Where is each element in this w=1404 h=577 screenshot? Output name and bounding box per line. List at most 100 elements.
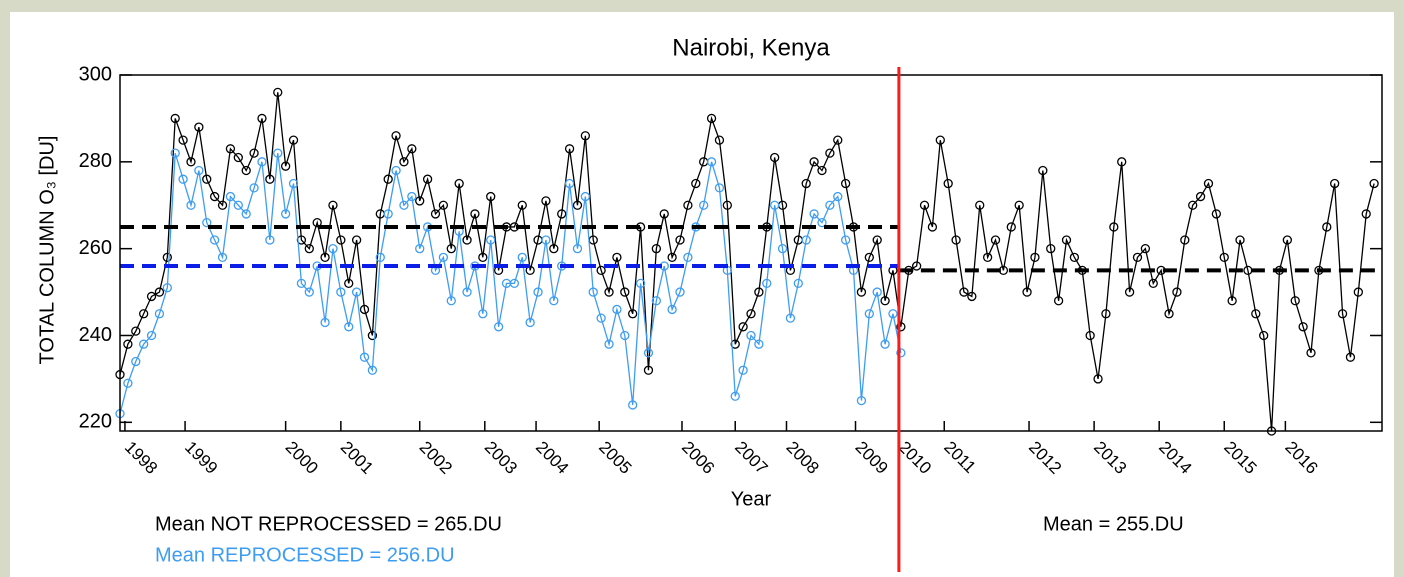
data-point — [131, 356, 141, 367]
data-point — [785, 313, 796, 323]
data-point — [415, 244, 425, 254]
data-point — [549, 296, 559, 306]
data-point — [241, 209, 251, 219]
y-axis-label: TOTAL COLUMN O₃ [DU] — [36, 136, 58, 365]
data-point — [683, 200, 693, 210]
data-point — [470, 209, 480, 219]
data-point — [1219, 252, 1229, 262]
data-point — [580, 131, 591, 141]
data-point — [588, 287, 598, 297]
data-point — [486, 191, 496, 202]
data-point — [793, 278, 803, 289]
data-point — [233, 200, 243, 210]
data-point — [754, 339, 764, 349]
data-point — [422, 174, 433, 184]
data-point — [438, 252, 449, 262]
data-point — [462, 235, 472, 245]
data-point — [1148, 278, 1158, 289]
data-point — [730, 339, 740, 349]
data-point — [241, 165, 251, 176]
data-point — [722, 200, 732, 210]
data-point — [620, 330, 630, 341]
data-point — [1046, 244, 1056, 254]
data-point — [635, 278, 646, 289]
data-point — [446, 244, 456, 254]
data-point — [336, 235, 346, 245]
data-point — [817, 217, 827, 228]
data-point — [825, 200, 835, 210]
data-point — [841, 235, 851, 245]
data-point — [178, 174, 188, 184]
data-point — [1180, 235, 1190, 245]
data-point — [1330, 178, 1340, 189]
data-point — [667, 252, 677, 262]
data-point — [770, 152, 780, 163]
data-point — [714, 183, 725, 193]
data-point — [1085, 330, 1095, 341]
data-point — [746, 330, 756, 341]
data-point — [888, 309, 898, 319]
data-point — [146, 330, 157, 341]
plot-frame — [119, 74, 1383, 432]
data-point — [139, 309, 149, 319]
y-tick-label: 260 — [79, 237, 112, 259]
data-point — [320, 252, 330, 262]
data-point — [154, 309, 165, 319]
data-point — [714, 135, 725, 145]
data-point — [162, 283, 172, 293]
data-point — [493, 322, 504, 332]
data-point — [951, 235, 961, 245]
data-point — [975, 200, 985, 210]
data-point — [628, 400, 638, 410]
data-point — [265, 174, 275, 184]
data-point — [383, 174, 393, 184]
data-point — [438, 200, 449, 210]
data-point — [738, 322, 748, 332]
data-point — [1172, 287, 1182, 297]
data-point — [762, 278, 772, 289]
data-point — [280, 161, 291, 171]
data-point — [864, 309, 874, 319]
data-point — [131, 326, 141, 336]
data-point — [359, 352, 370, 362]
data-point — [320, 317, 330, 328]
data-point — [927, 222, 938, 232]
data-point — [225, 191, 236, 202]
data-point — [454, 178, 464, 189]
data-point — [478, 309, 488, 319]
data-point — [399, 200, 409, 210]
data-point — [265, 235, 275, 245]
data-point — [1022, 287, 1032, 297]
data-point — [328, 244, 338, 254]
data-point — [691, 178, 701, 189]
data-point — [911, 261, 922, 271]
x-axis-label: Year — [731, 488, 772, 510]
annotation: Mean NOT REPROCESSED = 265.DU — [155, 513, 502, 535]
y-tick-label: 220 — [79, 411, 112, 433]
data-point — [572, 200, 583, 210]
data-point — [217, 200, 228, 210]
data-point — [186, 200, 196, 210]
data-point — [643, 365, 654, 375]
data-point — [359, 304, 370, 315]
data-point — [446, 296, 456, 306]
data-point — [509, 278, 520, 289]
data-point — [825, 148, 835, 158]
data-point — [872, 235, 882, 245]
data-point — [1006, 222, 1016, 232]
data-point — [1369, 178, 1379, 189]
data-point — [146, 291, 157, 302]
y-tick-label: 280 — [79, 150, 112, 172]
data-point — [170, 148, 180, 158]
data-point — [620, 287, 630, 297]
data-point — [1117, 157, 1127, 167]
data-point — [1259, 330, 1269, 341]
data-point — [273, 148, 283, 158]
data-point — [919, 200, 930, 210]
data-point — [399, 157, 409, 167]
data-point — [982, 252, 993, 262]
data-point — [533, 287, 543, 297]
data-point — [628, 309, 638, 319]
data-point — [1306, 348, 1316, 358]
